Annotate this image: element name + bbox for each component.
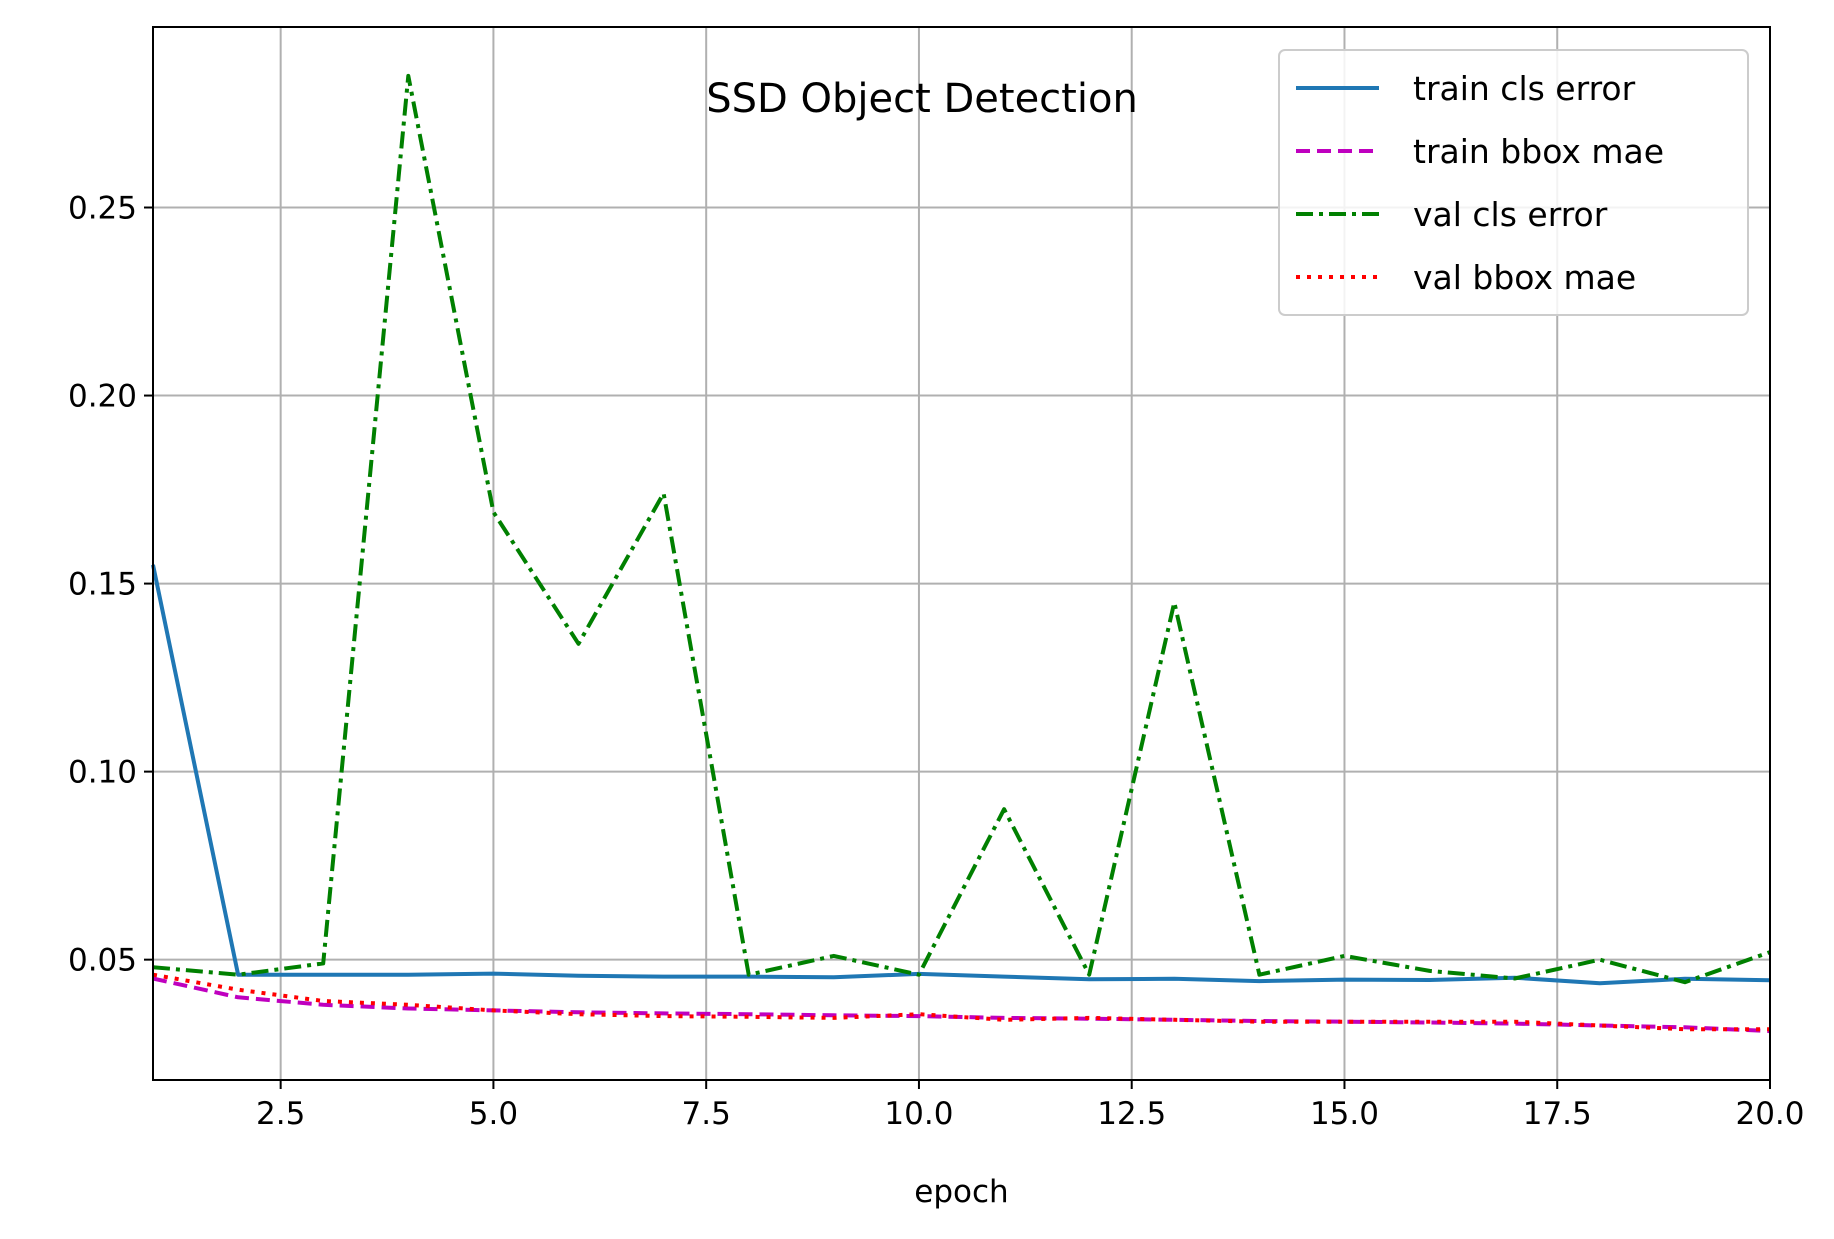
y-tick-label: 0.15 xyxy=(68,567,137,603)
series-line-train-bbox-mae xyxy=(152,976,1771,1034)
legend-label: train cls error xyxy=(1413,69,1636,108)
legend: train cls error train bbox mae val cls err… xyxy=(1278,49,1749,316)
x-tick-label: 15.0 xyxy=(1310,1096,1379,1132)
x-tick-label: 20.0 xyxy=(1735,1096,1804,1132)
series-line-val-cls-error xyxy=(152,73,1771,985)
x-tick-label: 7.5 xyxy=(682,1096,731,1132)
y-tick-label: 0.10 xyxy=(68,755,137,791)
plot-frame xyxy=(152,26,1771,1081)
x-tick-label: 17.5 xyxy=(1523,1096,1592,1132)
x-tick-label: 2.5 xyxy=(256,1096,305,1132)
x-tick-label: 10.0 xyxy=(884,1096,953,1132)
x-axis-label: epoch xyxy=(914,1174,1008,1210)
legend-label: val bbox mae xyxy=(1413,258,1636,297)
series-lines xyxy=(151,73,1771,1034)
y-tick-label: 0.20 xyxy=(68,379,137,415)
legend-box xyxy=(1278,49,1749,316)
series-line-train-cls-error xyxy=(151,564,1771,986)
legend-label: val cls error xyxy=(1413,195,1608,234)
chart-title: SSD Object Detection xyxy=(706,76,1138,122)
x-tick-label: 5.0 xyxy=(469,1096,518,1132)
legend-label: train bbox mae xyxy=(1413,132,1664,171)
x-tick-label: 12.5 xyxy=(1097,1096,1166,1132)
y-tick-label: 0.05 xyxy=(68,943,137,979)
y-tick-label: 0.25 xyxy=(68,191,137,227)
axis-ticks: 2.5 5.0 7.5 10.0 12.5 15.0 17.5 20.0 0.05 0.10 0.1… xyxy=(68,191,1805,1132)
